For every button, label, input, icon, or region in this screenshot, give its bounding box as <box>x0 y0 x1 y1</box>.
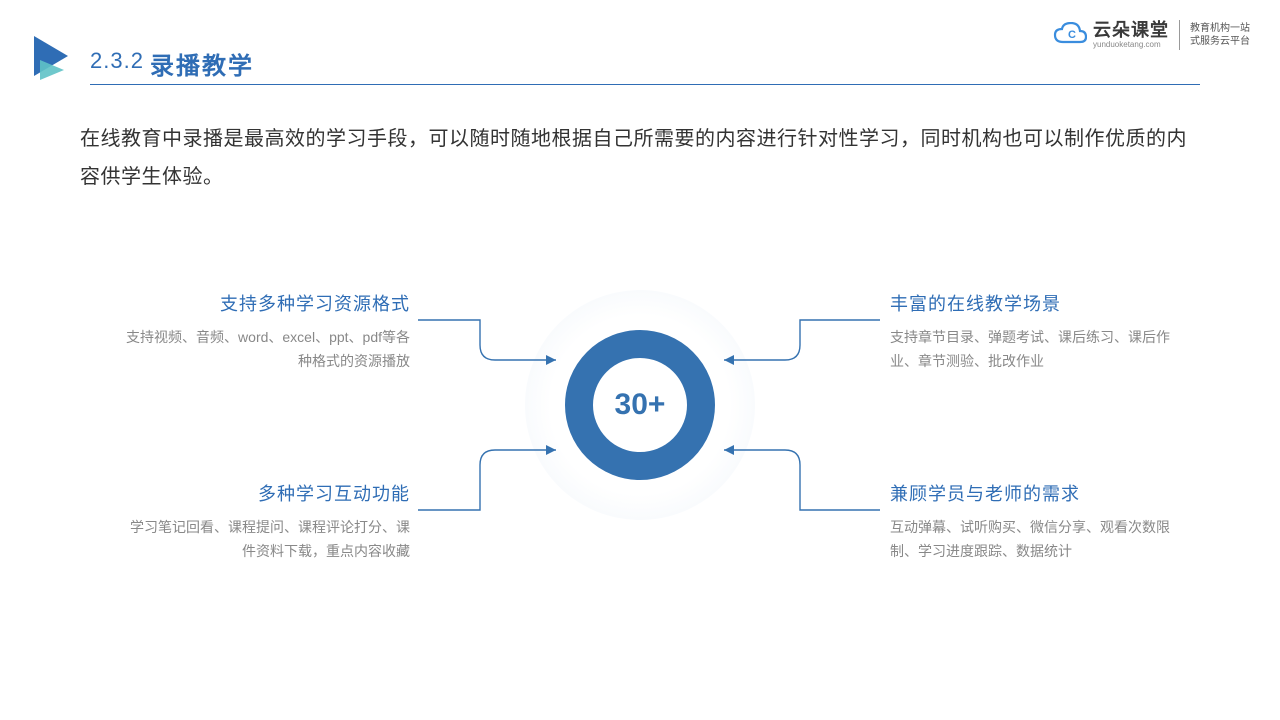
badge-ring: 30+ <box>565 330 715 480</box>
center-badge: 30+ <box>525 290 755 520</box>
feature-title: 多种学习互动功能 <box>120 480 410 506</box>
feature-desc: 互动弹幕、试听购买、微信分享、观看次数限制、学习进度跟踪、数据统计 <box>890 516 1180 564</box>
cloud-logo: C 云朵课堂 yunduoketang.com <box>1053 21 1169 49</box>
svg-text:C: C <box>1068 29 1076 41</box>
feature-desc: 学习笔记回看、课程提问、课程评论打分、课件资料下载，重点内容收藏 <box>120 516 410 564</box>
tagline-line1: 教育机构一站 <box>1190 22 1250 35</box>
logo-tagline: 教育机构一站 式服务云平台 <box>1190 22 1250 48</box>
intro-paragraph: 在线教育中录播是最高效的学习手段，可以随时随地根据自己所需要的内容进行针对性学习… <box>80 120 1200 196</box>
header-underline <box>90 84 1200 85</box>
section-number: 2.3.2 <box>90 48 144 74</box>
feature-top-left: 支持多种学习资源格式 支持视频、音频、word、excel、ppt、pdf等各种… <box>120 290 410 374</box>
logo-sub: yunduoketang.com <box>1093 41 1169 49</box>
feature-top-right: 丰富的在线教学场景 支持章节目录、弹题考试、课后练习、课后作业、章节测验、批改作… <box>890 290 1180 374</box>
logo-name: 云朵课堂 <box>1093 21 1169 39</box>
play-triangle-icon <box>34 36 76 85</box>
feature-desc: 支持视频、音频、word、excel、ppt、pdf等各种格式的资源播放 <box>120 326 410 374</box>
feature-title: 丰富的在线教学场景 <box>890 290 1180 316</box>
logo-divider <box>1179 20 1180 50</box>
feature-bottom-right: 兼顾学员与老师的需求 互动弹幕、试听购买、微信分享、观看次数限制、学习进度跟踪、… <box>890 480 1180 564</box>
feature-desc: 支持章节目录、弹题考试、课后练习、课后作业、章节测验、批改作业 <box>890 326 1180 374</box>
feature-title: 兼顾学员与老师的需求 <box>890 480 1180 506</box>
feature-title: 支持多种学习资源格式 <box>120 290 410 316</box>
badge-halo: 30+ <box>525 290 755 520</box>
feature-bottom-left: 多种学习互动功能 学习笔记回看、课程提问、课程评论打分、课件资料下载，重点内容收… <box>120 480 410 564</box>
cloud-icon: C <box>1053 22 1087 48</box>
tagline-line2: 式服务云平台 <box>1190 35 1250 48</box>
badge-value: 30+ <box>615 388 666 422</box>
brand-logo: C 云朵课堂 yunduoketang.com 教育机构一站 式服务云平台 <box>1053 20 1250 50</box>
section-title: 录播教学 <box>150 46 254 81</box>
